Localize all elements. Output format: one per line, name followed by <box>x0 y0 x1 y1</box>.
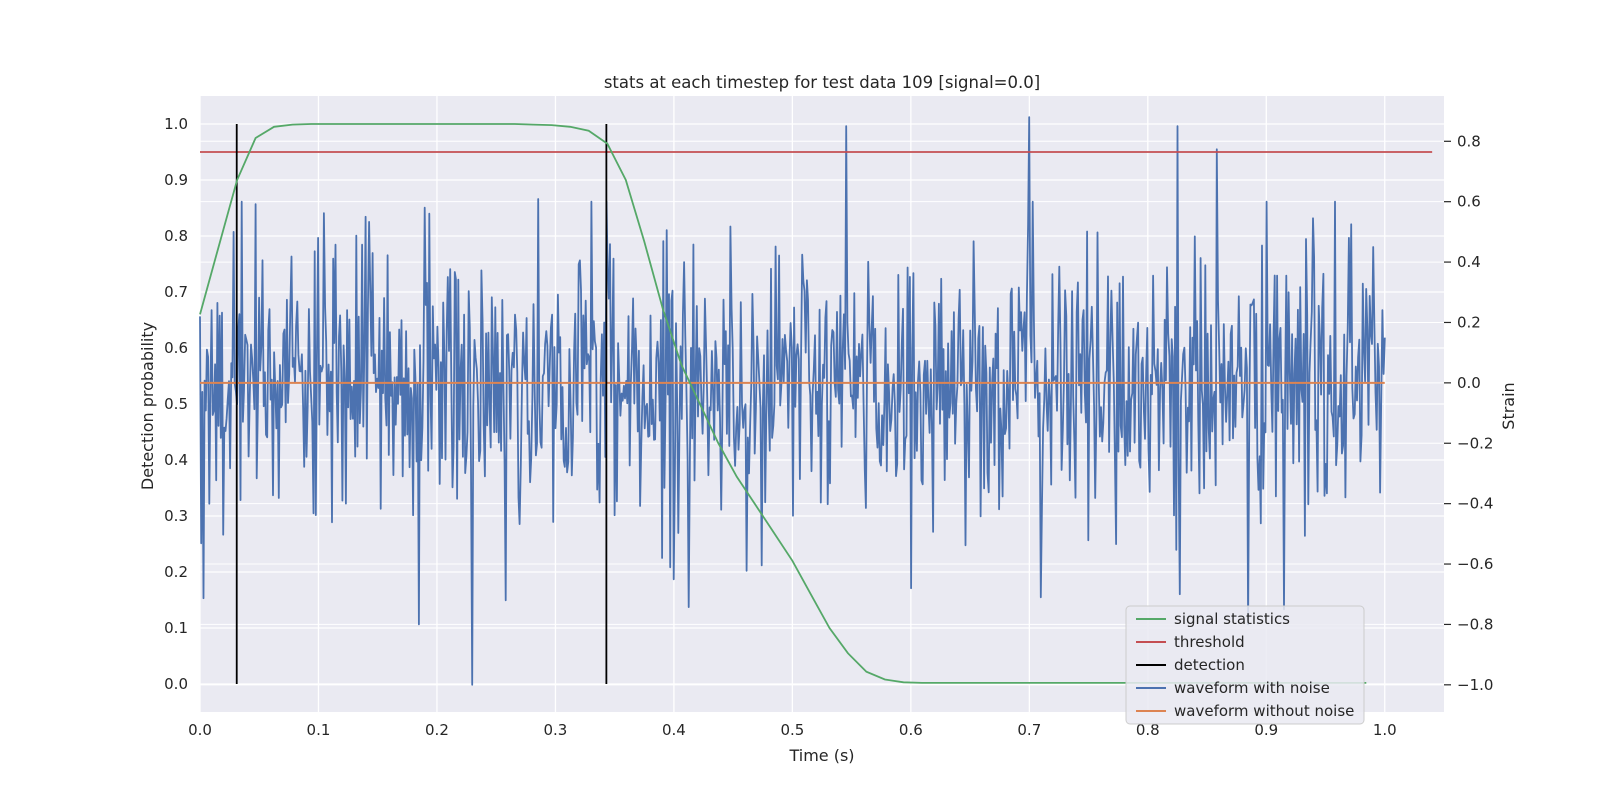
left-tick-label: 0.0 <box>164 675 188 693</box>
left-tick-label: 0.5 <box>164 395 188 413</box>
right-tick-label: −0.6 <box>1457 555 1493 573</box>
legend-label: waveform with noise <box>1174 679 1330 697</box>
legend: signal statistics threshold detection wavef… <box>1125 605 1365 725</box>
right-axis-ticks: −1.0 −0.8 −0.6 −0.4 −0.2 0.0 0.2 0.4 0.6 0.8 <box>1444 132 1493 694</box>
left-tick-label: 0.6 <box>164 339 188 357</box>
right-tick-label: 0.0 <box>1457 374 1481 392</box>
legend-box <box>1125 605 1365 725</box>
waveform-with-noise-line <box>199 116 1386 686</box>
left-tick-label: 0.8 <box>164 227 188 245</box>
x-tick-label: 0.1 <box>307 721 331 739</box>
left-tick-label: 1.0 <box>164 115 188 133</box>
right-tick-label: −0.8 <box>1457 615 1493 633</box>
right-tick-label: 0.2 <box>1457 313 1481 331</box>
x-tick-label: 0.6 <box>899 721 923 739</box>
x-tick-label: 0.7 <box>1017 721 1041 739</box>
legend-label: detection <box>1174 656 1245 674</box>
right-tick-label: −0.4 <box>1457 495 1493 513</box>
right-tick-label: 0.6 <box>1457 193 1481 211</box>
x-axis-ticks: 0.0 0.1 0.2 0.3 0.4 0.5 0.6 0.7 0.8 0.9 1.0 <box>188 721 1397 739</box>
x-tick-label: 0.2 <box>425 721 449 739</box>
x-tick-label: 0.3 <box>543 721 567 739</box>
legend-label: threshold <box>1174 633 1245 651</box>
right-tick-label: 0.8 <box>1457 132 1481 150</box>
chart-title: stats at each timestep for test data 109… <box>604 73 1040 92</box>
right-axis-label: Strain <box>1499 382 1518 429</box>
x-tick-label: 1.0 <box>1373 721 1397 739</box>
left-tick-label: 0.7 <box>164 283 188 301</box>
x-tick-label: 0.5 <box>780 721 804 739</box>
x-tick-label: 0.8 <box>1136 721 1160 739</box>
left-axis-label: Detection probability <box>138 322 157 490</box>
right-tick-label: −0.2 <box>1457 434 1493 452</box>
left-tick-label: 0.3 <box>164 507 188 525</box>
legend-label: signal statistics <box>1174 610 1290 628</box>
legend-label: waveform without noise <box>1174 702 1354 720</box>
right-tick-label: 0.4 <box>1457 253 1481 271</box>
x-axis-label: Time (s) <box>788 746 854 765</box>
left-tick-label: 0.9 <box>164 171 188 189</box>
left-tick-label: 0.1 <box>164 619 188 637</box>
x-tick-label: 0.9 <box>1254 721 1278 739</box>
x-tick-label: 0.4 <box>662 721 686 739</box>
right-tick-label: −1.0 <box>1457 676 1493 694</box>
x-tick-label: 0.0 <box>188 721 212 739</box>
left-axis-ticks: 0.0 0.1 0.2 0.3 0.4 0.5 0.6 0.7 0.8 0.9 1.0 <box>164 115 188 693</box>
left-tick-label: 0.2 <box>164 563 188 581</box>
left-tick-label: 0.4 <box>164 451 188 469</box>
